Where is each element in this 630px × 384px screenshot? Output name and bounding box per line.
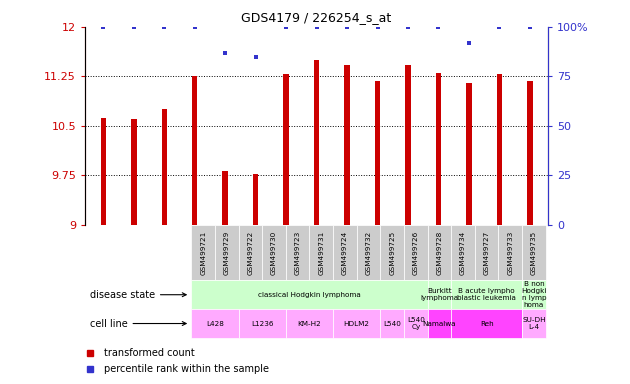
Text: transformed count: transformed count bbox=[103, 348, 194, 358]
Text: GSM499724: GSM499724 bbox=[342, 230, 348, 275]
Bar bbox=[375, 81, 381, 225]
Text: Namalwa: Namalwa bbox=[423, 321, 456, 326]
Bar bbox=[333, 309, 381, 338]
Bar bbox=[381, 309, 404, 338]
Bar bbox=[284, 74, 289, 225]
Bar bbox=[466, 83, 472, 225]
Text: percentile rank within the sample: percentile rank within the sample bbox=[103, 364, 268, 374]
Text: GSM499734: GSM499734 bbox=[460, 230, 466, 275]
Point bbox=[403, 24, 413, 30]
Bar bbox=[222, 170, 228, 225]
Bar bbox=[262, 225, 286, 280]
Bar bbox=[357, 225, 381, 280]
Text: GSM499727: GSM499727 bbox=[484, 230, 490, 275]
Text: L540: L540 bbox=[383, 321, 401, 326]
Text: GSM499723: GSM499723 bbox=[295, 230, 301, 275]
Text: GSM499732: GSM499732 bbox=[365, 230, 372, 275]
Point bbox=[342, 24, 352, 30]
Text: cell line: cell line bbox=[90, 318, 186, 329]
Text: Reh: Reh bbox=[480, 321, 493, 326]
Bar bbox=[522, 280, 546, 309]
Bar bbox=[161, 109, 167, 225]
Text: B non
Hodgki
n lymp
homa: B non Hodgki n lymp homa bbox=[521, 281, 547, 308]
Bar bbox=[381, 225, 404, 280]
Text: KM-H2: KM-H2 bbox=[297, 321, 321, 326]
Bar bbox=[314, 60, 319, 225]
Text: SU-DH
L-4: SU-DH L-4 bbox=[522, 317, 546, 330]
Bar bbox=[428, 225, 451, 280]
Point bbox=[98, 24, 108, 30]
Bar bbox=[253, 174, 258, 225]
Bar bbox=[404, 225, 428, 280]
Text: HDLM2: HDLM2 bbox=[344, 321, 370, 326]
Text: GSM499733: GSM499733 bbox=[507, 230, 513, 275]
Bar bbox=[239, 309, 286, 338]
Point bbox=[251, 53, 261, 60]
Bar bbox=[436, 73, 441, 225]
Text: GSM499721: GSM499721 bbox=[200, 230, 206, 275]
Text: GSM499729: GSM499729 bbox=[224, 230, 230, 275]
Text: GSM499730: GSM499730 bbox=[271, 230, 277, 275]
Point bbox=[464, 40, 474, 46]
Bar bbox=[333, 225, 357, 280]
Bar bbox=[192, 280, 428, 309]
Point bbox=[190, 24, 200, 30]
Text: GSM499731: GSM499731 bbox=[318, 230, 324, 275]
Text: Burkitt
lymphoma: Burkitt lymphoma bbox=[420, 288, 459, 301]
Point bbox=[159, 24, 169, 30]
Bar bbox=[522, 225, 546, 280]
Point bbox=[311, 24, 321, 30]
Bar bbox=[404, 309, 428, 338]
Bar bbox=[527, 81, 532, 225]
Text: GSM499728: GSM499728 bbox=[437, 230, 442, 275]
Bar bbox=[405, 65, 411, 225]
Text: L1236: L1236 bbox=[251, 321, 273, 326]
Point bbox=[372, 24, 382, 30]
Title: GDS4179 / 226254_s_at: GDS4179 / 226254_s_at bbox=[241, 11, 392, 24]
Text: GSM499722: GSM499722 bbox=[248, 230, 253, 275]
Bar bbox=[192, 309, 239, 338]
Text: B acute lympho
blastic leukemia: B acute lympho blastic leukemia bbox=[457, 288, 516, 301]
Bar bbox=[192, 225, 215, 280]
Bar bbox=[131, 119, 137, 225]
Bar bbox=[451, 280, 522, 309]
Point bbox=[129, 24, 139, 30]
Bar bbox=[215, 225, 239, 280]
Text: GSM499725: GSM499725 bbox=[389, 230, 395, 275]
Bar bbox=[192, 76, 197, 225]
Bar bbox=[475, 225, 498, 280]
Text: classical Hodgkin lymphoma: classical Hodgkin lymphoma bbox=[258, 292, 361, 298]
Point bbox=[433, 24, 444, 30]
Bar bbox=[345, 65, 350, 225]
Point bbox=[495, 24, 505, 30]
Bar bbox=[496, 74, 502, 225]
Bar bbox=[428, 309, 451, 338]
Bar bbox=[309, 225, 333, 280]
Point bbox=[525, 24, 535, 30]
Bar bbox=[286, 225, 309, 280]
Bar bbox=[286, 309, 333, 338]
Bar bbox=[522, 309, 546, 338]
Text: L428: L428 bbox=[206, 321, 224, 326]
Bar bbox=[428, 280, 451, 309]
Point bbox=[220, 50, 230, 56]
Text: GSM499726: GSM499726 bbox=[413, 230, 419, 275]
Text: L540
Cy: L540 Cy bbox=[407, 317, 425, 330]
Bar bbox=[451, 309, 522, 338]
Bar bbox=[101, 118, 106, 225]
Bar bbox=[498, 225, 522, 280]
Point bbox=[281, 24, 291, 30]
Bar bbox=[239, 225, 262, 280]
Text: GSM499735: GSM499735 bbox=[531, 230, 537, 275]
Bar bbox=[451, 225, 475, 280]
Text: disease state: disease state bbox=[90, 290, 186, 300]
